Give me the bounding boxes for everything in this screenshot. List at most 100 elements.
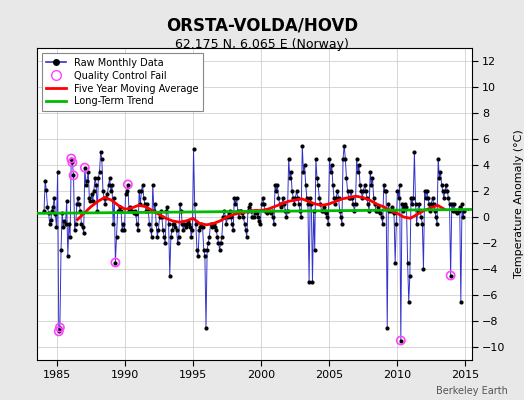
Point [61, 220, 70, 227]
Point [158, 214, 166, 220]
Point [266, 210, 275, 216]
Point [447, 201, 456, 207]
Point [454, 207, 463, 214]
Point [119, 220, 127, 227]
Point [393, 188, 401, 194]
Point [305, 279, 313, 285]
Point [213, 233, 222, 240]
Point [308, 279, 316, 285]
Point [69, 172, 78, 178]
Point [418, 220, 427, 227]
Point [400, 203, 408, 210]
Point [63, 253, 72, 259]
Point [430, 201, 438, 207]
Point [257, 201, 266, 207]
Point [222, 220, 231, 227]
Point [381, 188, 389, 194]
Point [270, 220, 278, 227]
Point [411, 201, 420, 207]
Point [102, 194, 111, 201]
Point [42, 186, 50, 193]
Point [383, 324, 391, 331]
Point [401, 201, 410, 207]
Point [109, 220, 117, 227]
Point [180, 220, 189, 227]
Point [414, 201, 423, 207]
Point [231, 201, 239, 207]
Point [298, 142, 307, 149]
Point [211, 224, 219, 230]
Point [196, 224, 204, 230]
Point [163, 203, 172, 210]
Point [67, 155, 75, 162]
Point [331, 201, 340, 207]
Point [444, 194, 453, 201]
Point [49, 203, 57, 210]
Point [262, 207, 270, 214]
Point [274, 194, 282, 201]
Point [202, 324, 210, 331]
Point [133, 220, 141, 227]
Point [123, 188, 131, 194]
Point [410, 149, 419, 155]
Point [194, 253, 202, 259]
Point [374, 203, 383, 210]
Point [204, 240, 212, 246]
Point [68, 159, 77, 166]
Point [409, 194, 418, 201]
Point [229, 227, 237, 233]
Point [242, 227, 250, 233]
Point [385, 207, 394, 214]
Point [315, 194, 323, 201]
Point [105, 175, 114, 181]
Point [446, 272, 455, 279]
Legend: Raw Monthly Data, Quality Control Fail, Five Year Moving Average, Long-Term Tren: Raw Monthly Data, Quality Control Fail, … [41, 53, 203, 111]
Point [309, 207, 318, 214]
Point [357, 188, 365, 194]
Point [178, 220, 187, 227]
Point [238, 210, 246, 216]
Point [56, 324, 64, 331]
Point [62, 198, 71, 205]
Point [86, 198, 95, 205]
Point [375, 207, 384, 214]
Point [199, 224, 207, 230]
Point [280, 201, 288, 207]
Point [450, 201, 458, 207]
Point [330, 194, 338, 201]
Point [346, 194, 354, 201]
Point [425, 201, 433, 207]
Point [344, 194, 353, 201]
Point [460, 207, 468, 214]
Point [313, 175, 321, 181]
Point [154, 227, 162, 233]
Point [193, 246, 201, 253]
Point [350, 207, 358, 214]
Point [297, 214, 305, 220]
Point [151, 201, 159, 207]
Point [181, 224, 190, 230]
Point [349, 201, 357, 207]
Point [210, 220, 218, 227]
Point [389, 207, 397, 214]
Text: Berkeley Earth: Berkeley Earth [436, 386, 508, 396]
Point [66, 233, 74, 240]
Point [52, 224, 61, 230]
Point [149, 181, 157, 188]
Point [58, 210, 67, 216]
Point [453, 210, 462, 216]
Point [435, 175, 443, 181]
Point [40, 207, 48, 214]
Point [112, 233, 121, 240]
Point [206, 220, 215, 227]
Point [235, 214, 243, 220]
Point [287, 168, 295, 175]
Point [60, 218, 69, 224]
Point [368, 175, 377, 181]
Point [354, 168, 362, 175]
Point [79, 224, 87, 230]
Point [212, 227, 221, 233]
Point [322, 210, 330, 216]
Y-axis label: Temperature Anomaly (°C): Temperature Anomaly (°C) [514, 130, 523, 278]
Point [285, 155, 293, 162]
